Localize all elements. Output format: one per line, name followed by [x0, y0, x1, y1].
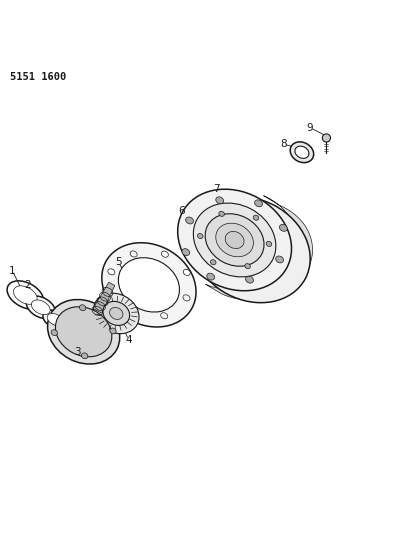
- Ellipse shape: [216, 223, 253, 257]
- Ellipse shape: [253, 215, 259, 220]
- Ellipse shape: [182, 249, 190, 256]
- Ellipse shape: [80, 305, 86, 311]
- Text: 6: 6: [178, 206, 185, 216]
- Ellipse shape: [205, 214, 264, 266]
- Ellipse shape: [130, 251, 137, 257]
- Ellipse shape: [225, 231, 244, 248]
- Ellipse shape: [216, 197, 224, 204]
- Ellipse shape: [192, 197, 310, 303]
- Ellipse shape: [27, 296, 55, 319]
- Ellipse shape: [129, 312, 137, 319]
- Text: 5151 1600: 5151 1600: [10, 71, 67, 82]
- Text: 5: 5: [115, 257, 122, 268]
- Ellipse shape: [211, 260, 216, 265]
- Ellipse shape: [246, 276, 253, 283]
- Ellipse shape: [193, 203, 276, 277]
- Ellipse shape: [51, 330, 58, 336]
- Ellipse shape: [110, 308, 123, 319]
- Ellipse shape: [93, 293, 139, 334]
- Ellipse shape: [82, 353, 88, 359]
- Ellipse shape: [118, 257, 180, 312]
- Ellipse shape: [108, 294, 115, 301]
- Ellipse shape: [295, 146, 309, 158]
- Ellipse shape: [207, 273, 215, 280]
- Text: 7: 7: [213, 184, 220, 194]
- Ellipse shape: [43, 310, 67, 329]
- Ellipse shape: [161, 313, 168, 319]
- Ellipse shape: [186, 217, 193, 224]
- Ellipse shape: [55, 307, 112, 357]
- Text: 8: 8: [280, 139, 287, 149]
- Ellipse shape: [31, 300, 50, 314]
- Ellipse shape: [103, 302, 130, 326]
- Ellipse shape: [110, 328, 116, 334]
- Ellipse shape: [279, 224, 287, 231]
- Ellipse shape: [183, 295, 190, 301]
- Ellipse shape: [197, 233, 203, 239]
- Ellipse shape: [183, 269, 190, 276]
- Ellipse shape: [245, 264, 251, 269]
- Text: 1: 1: [9, 265, 16, 276]
- Text: 3: 3: [74, 347, 81, 357]
- Ellipse shape: [255, 200, 262, 207]
- Ellipse shape: [276, 256, 284, 263]
- Ellipse shape: [219, 211, 224, 216]
- Polygon shape: [206, 196, 313, 300]
- Ellipse shape: [178, 189, 291, 291]
- Ellipse shape: [13, 286, 37, 304]
- Ellipse shape: [290, 142, 314, 163]
- Ellipse shape: [322, 134, 330, 142]
- Ellipse shape: [161, 251, 169, 257]
- Text: 4: 4: [125, 335, 132, 345]
- Polygon shape: [93, 282, 115, 313]
- Text: 2: 2: [24, 280, 31, 290]
- Ellipse shape: [7, 281, 44, 309]
- Ellipse shape: [102, 243, 196, 327]
- Ellipse shape: [47, 300, 120, 364]
- Ellipse shape: [108, 269, 115, 275]
- Text: 9: 9: [307, 123, 313, 133]
- Ellipse shape: [47, 313, 63, 326]
- Ellipse shape: [266, 241, 272, 246]
